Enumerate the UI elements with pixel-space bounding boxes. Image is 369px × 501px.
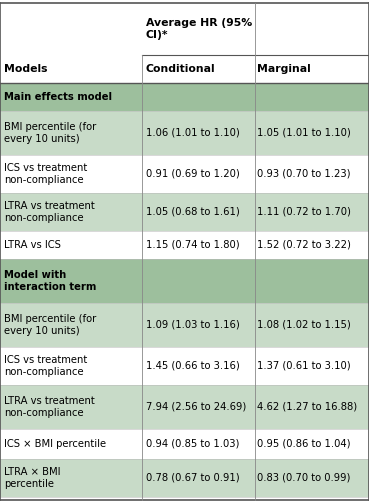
Text: 0.95 (0.86 to 1.04): 0.95 (0.86 to 1.04) xyxy=(257,438,351,448)
Text: 1.45 (0.66 to 3.16): 1.45 (0.66 to 3.16) xyxy=(146,361,239,371)
Bar xyxy=(0,303,369,347)
Bar xyxy=(0,428,369,458)
Text: 1.09 (1.03 to 1.16): 1.09 (1.03 to 1.16) xyxy=(146,320,239,330)
Text: 1.06 (1.01 to 1.10): 1.06 (1.01 to 1.10) xyxy=(146,128,239,137)
Text: 1.37 (0.61 to 3.10): 1.37 (0.61 to 3.10) xyxy=(257,361,351,371)
Text: 0.83 (0.70 to 0.99): 0.83 (0.70 to 0.99) xyxy=(257,472,351,482)
Text: 1.05 (0.68 to 1.61): 1.05 (0.68 to 1.61) xyxy=(146,206,239,216)
Bar xyxy=(0,55,369,83)
Text: LTRA vs treatment
non-compliance: LTRA vs treatment non-compliance xyxy=(4,395,95,417)
Bar xyxy=(0,111,369,154)
Text: Model with
interaction term: Model with interaction term xyxy=(4,270,97,292)
Bar xyxy=(0,83,369,111)
Bar xyxy=(0,496,369,501)
Text: 0.93 (0.70 to 1.23): 0.93 (0.70 to 1.23) xyxy=(257,168,351,178)
Text: ICS × BMI percentile: ICS × BMI percentile xyxy=(4,438,107,448)
Text: 1.52 (0.72 to 3.22): 1.52 (0.72 to 3.22) xyxy=(257,239,351,249)
Bar xyxy=(0,192,369,230)
Text: 0.94 (0.85 to 1.03): 0.94 (0.85 to 1.03) xyxy=(146,438,239,448)
Text: 4.62 (1.27 to 16.88): 4.62 (1.27 to 16.88) xyxy=(257,401,357,411)
Text: 1.08 (1.02 to 1.15): 1.08 (1.02 to 1.15) xyxy=(257,320,351,330)
Text: BMI percentile (for
every 10 units): BMI percentile (for every 10 units) xyxy=(4,314,97,336)
Text: Conditional: Conditional xyxy=(146,64,215,74)
Text: ICS vs treatment
non-compliance: ICS vs treatment non-compliance xyxy=(4,162,88,184)
Text: 0.91 (0.69 to 1.20): 0.91 (0.69 to 1.20) xyxy=(146,168,239,178)
Text: 1.15 (0.74 to 1.80): 1.15 (0.74 to 1.80) xyxy=(146,239,239,249)
Text: Average HR (95%
CI)*: Average HR (95% CI)* xyxy=(146,18,252,40)
Text: Marginal: Marginal xyxy=(257,64,311,74)
Bar xyxy=(0,347,369,384)
Text: Main effects model: Main effects model xyxy=(4,92,113,102)
Text: 1.05 (1.01 to 1.10): 1.05 (1.01 to 1.10) xyxy=(257,128,351,137)
Text: 1.11 (0.72 to 1.70): 1.11 (0.72 to 1.70) xyxy=(257,206,351,216)
Text: Models: Models xyxy=(4,64,48,74)
Bar xyxy=(0,3,369,55)
Text: BMI percentile (for
every 10 units): BMI percentile (for every 10 units) xyxy=(4,122,97,143)
Text: ICS vs treatment
non-compliance: ICS vs treatment non-compliance xyxy=(4,355,88,377)
Bar xyxy=(0,259,369,303)
Bar xyxy=(0,458,369,496)
Text: LTRA × BMI
percentile: LTRA × BMI percentile xyxy=(4,466,61,488)
Bar xyxy=(0,154,369,192)
Bar xyxy=(0,384,369,428)
Text: LTRA vs ICS: LTRA vs ICS xyxy=(4,239,61,249)
Text: 0.78 (0.67 to 0.91): 0.78 (0.67 to 0.91) xyxy=(146,472,239,482)
Text: LTRA vs treatment
non-compliance: LTRA vs treatment non-compliance xyxy=(4,200,95,222)
Bar xyxy=(0,230,369,259)
Text: 7.94 (2.56 to 24.69): 7.94 (2.56 to 24.69) xyxy=(146,401,246,411)
